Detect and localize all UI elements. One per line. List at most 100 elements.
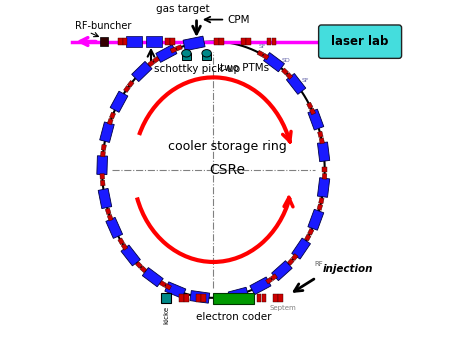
Polygon shape xyxy=(308,228,314,235)
Bar xyxy=(267,38,272,45)
Polygon shape xyxy=(317,204,323,210)
Polygon shape xyxy=(159,281,166,287)
Ellipse shape xyxy=(182,49,191,57)
Polygon shape xyxy=(118,238,124,245)
Text: electron coder: electron coder xyxy=(196,312,272,322)
Polygon shape xyxy=(307,102,313,109)
Polygon shape xyxy=(98,188,112,208)
Polygon shape xyxy=(292,238,310,259)
Polygon shape xyxy=(228,287,249,302)
FancyBboxPatch shape xyxy=(319,25,401,58)
Polygon shape xyxy=(308,209,324,230)
Polygon shape xyxy=(262,53,269,60)
Text: two PTMs: two PTMs xyxy=(220,63,269,74)
Polygon shape xyxy=(106,217,123,238)
Polygon shape xyxy=(287,258,294,265)
Bar xyxy=(179,294,184,302)
Text: SD: SD xyxy=(282,58,291,63)
Polygon shape xyxy=(319,138,325,144)
Polygon shape xyxy=(318,142,330,162)
Polygon shape xyxy=(165,282,186,298)
Text: laser lab: laser lab xyxy=(331,35,389,48)
Bar xyxy=(219,38,224,45)
Bar xyxy=(201,294,206,302)
Polygon shape xyxy=(305,234,311,241)
Polygon shape xyxy=(132,61,152,82)
Text: CPM: CPM xyxy=(227,15,249,25)
Polygon shape xyxy=(148,60,155,67)
Polygon shape xyxy=(257,50,264,57)
Text: RF: RF xyxy=(315,261,323,267)
Text: CSRe: CSRe xyxy=(209,163,245,177)
Polygon shape xyxy=(176,45,182,51)
Polygon shape xyxy=(286,74,306,94)
Polygon shape xyxy=(136,261,142,268)
Bar xyxy=(170,38,174,45)
Polygon shape xyxy=(100,122,114,142)
Bar xyxy=(118,38,123,45)
Bar xyxy=(246,38,251,45)
Bar xyxy=(162,293,171,302)
Polygon shape xyxy=(183,36,205,51)
Polygon shape xyxy=(282,68,288,75)
Polygon shape xyxy=(165,283,172,290)
Text: kicke: kicke xyxy=(163,305,169,324)
Text: RF-buncher: RF-buncher xyxy=(75,21,131,32)
Text: schottky pick-up: schottky pick-up xyxy=(155,64,240,75)
Bar xyxy=(165,38,170,45)
Polygon shape xyxy=(124,85,130,93)
Polygon shape xyxy=(292,254,298,261)
Bar xyxy=(256,294,261,302)
Bar xyxy=(126,37,142,46)
Bar xyxy=(214,38,219,45)
Polygon shape xyxy=(318,178,330,197)
Polygon shape xyxy=(190,291,210,303)
Polygon shape xyxy=(105,208,111,215)
Polygon shape xyxy=(319,198,324,204)
Polygon shape xyxy=(250,277,271,295)
Bar xyxy=(100,37,108,46)
Bar xyxy=(213,293,254,304)
Text: SF: SF xyxy=(301,78,309,83)
Polygon shape xyxy=(109,112,116,119)
Polygon shape xyxy=(100,174,105,179)
Polygon shape xyxy=(142,267,163,287)
Polygon shape xyxy=(308,109,324,130)
Text: injection: injection xyxy=(323,264,374,274)
Polygon shape xyxy=(97,156,108,175)
Text: gas target: gas target xyxy=(156,3,210,14)
Polygon shape xyxy=(264,53,284,72)
Bar xyxy=(182,53,191,60)
Polygon shape xyxy=(100,151,105,157)
Text: SF: SF xyxy=(259,44,266,49)
Polygon shape xyxy=(110,91,128,112)
Polygon shape xyxy=(100,180,105,186)
Bar xyxy=(273,294,278,302)
Polygon shape xyxy=(286,73,293,79)
Polygon shape xyxy=(322,174,327,179)
Bar xyxy=(196,294,201,302)
Ellipse shape xyxy=(202,49,211,57)
Bar xyxy=(279,294,283,302)
Bar xyxy=(262,294,266,302)
Polygon shape xyxy=(265,277,273,284)
Bar xyxy=(123,38,128,45)
Polygon shape xyxy=(101,144,106,151)
Polygon shape xyxy=(170,47,177,53)
Bar xyxy=(241,38,246,45)
Polygon shape xyxy=(121,243,128,250)
Polygon shape xyxy=(310,108,316,115)
Text: Septem: Septem xyxy=(269,305,296,311)
Text: cooler storage ring: cooler storage ring xyxy=(167,140,286,153)
Bar xyxy=(146,37,163,46)
Polygon shape xyxy=(140,266,147,273)
Polygon shape xyxy=(318,131,323,138)
Polygon shape xyxy=(271,274,277,281)
Polygon shape xyxy=(107,214,113,221)
Polygon shape xyxy=(272,261,292,281)
Polygon shape xyxy=(156,45,177,62)
Polygon shape xyxy=(153,57,160,63)
Polygon shape xyxy=(128,80,134,87)
Bar xyxy=(202,53,211,60)
Polygon shape xyxy=(107,118,113,125)
